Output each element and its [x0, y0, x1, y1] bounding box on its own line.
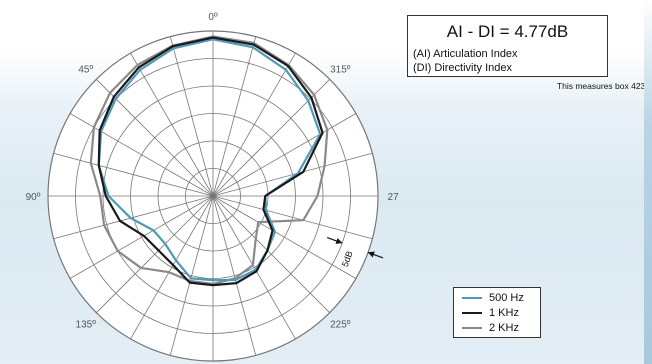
grid-spoke — [212, 113, 357, 197]
grid-spoke — [53, 152, 214, 197]
grid-spoke — [96, 195, 214, 313]
grid-spoke — [169, 36, 214, 197]
angle-label-135: 135º — [76, 319, 97, 330]
scale-arrow-outer-head — [368, 251, 375, 258]
angle-label-0: 0º — [208, 12, 218, 23]
info-box: AI - DI = 4.77dB (AI) Articulation Index… — [407, 15, 608, 77]
legend-swatch-1khz — [462, 312, 482, 314]
grid-spoke — [130, 52, 214, 197]
angle-label-270: 27 — [387, 192, 399, 203]
grid-spoke — [169, 195, 214, 356]
grid-spoke — [212, 52, 296, 197]
legend-label-500hz: 500 Hz — [489, 292, 524, 304]
scale-arrow-inner-head — [335, 237, 343, 244]
grid-spoke — [130, 195, 214, 340]
legend-item-1khz: 1 KHz — [462, 306, 519, 320]
angle-label-90: 90º — [26, 192, 41, 203]
grid-spoke — [212, 79, 330, 197]
grid-spoke — [212, 152, 373, 197]
right-edge-strip — [644, 0, 652, 364]
legend-swatch-500hz — [462, 297, 482, 299]
grid-spoke — [212, 195, 357, 279]
angle-label-45: 45º — [78, 65, 93, 76]
series-line-500-hz — [97, 38, 322, 282]
legend: 500 Hz 1 KHz 2 KHz — [453, 287, 541, 338]
grid-spoke — [53, 195, 214, 240]
info-line-di: (DI) Directivity Index — [413, 62, 513, 74]
legend-item-500hz: 500 Hz — [462, 291, 524, 305]
series-line-1-khz — [97, 36, 324, 287]
legend-label-2khz: 2 KHz — [489, 322, 519, 334]
grid-spoke — [69, 195, 214, 279]
grid-spoke — [212, 195, 257, 356]
angle-label-315: 315º — [330, 65, 351, 76]
legend-label-1khz: 1 KHz — [489, 307, 519, 319]
grid-spoke — [212, 195, 373, 240]
legend-swatch-2khz — [462, 327, 482, 329]
measure-note: This measures box 4232 — [556, 81, 650, 91]
grid-spoke — [212, 195, 330, 313]
angle-label-225: 225º — [330, 319, 351, 330]
info-line-ai: (AI) Articulation Index — [413, 48, 518, 60]
grid-spoke — [212, 36, 257, 197]
grid-spoke — [212, 195, 296, 340]
legend-item-2khz: 2 KHz — [462, 321, 519, 335]
info-title: AI - DI = 4.77dB — [446, 22, 569, 41]
